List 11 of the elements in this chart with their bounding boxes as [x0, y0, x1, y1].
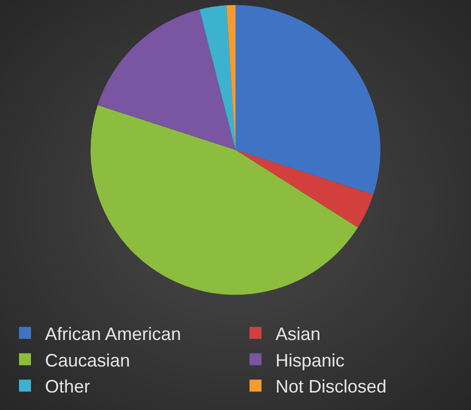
legend-label: Other — [45, 376, 90, 397]
pie-slice — [90, 105, 358, 295]
legend-label: Hispanic — [276, 350, 345, 370]
pie-slice — [98, 10, 236, 150]
legend-label: Asian — [276, 324, 321, 344]
legend-label: African American — [45, 324, 182, 344]
pie-slice — [236, 150, 374, 228]
legend-label: Caucasian — [45, 350, 130, 370]
pie-slice — [236, 5, 380, 195]
pie-slice — [199, 5, 236, 150]
legend-label: Not Disclosed — [276, 376, 387, 397]
